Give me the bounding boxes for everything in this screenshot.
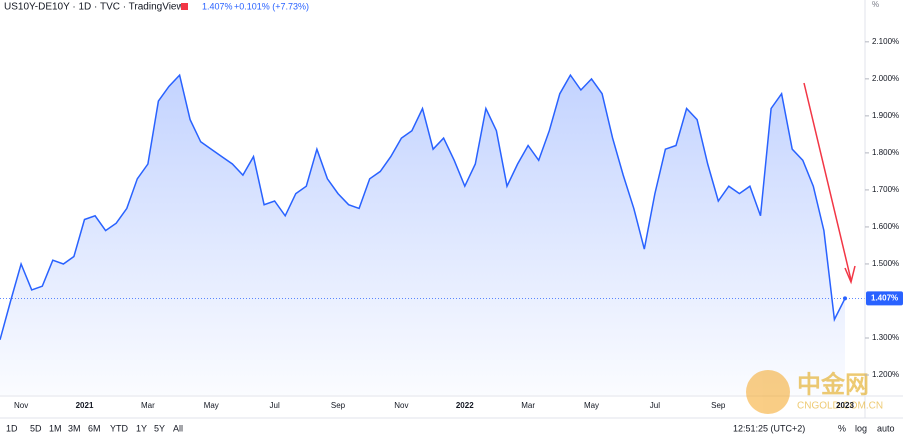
scale-option[interactable]: % xyxy=(838,423,846,433)
watermark-logo xyxy=(746,370,790,414)
last-value: 1.407% xyxy=(202,1,233,11)
x-tick-label: Mar xyxy=(141,401,155,410)
y-tick-label: 2.100% xyxy=(872,37,899,46)
price-tag-label: 1.407% xyxy=(871,293,898,302)
x-tick-label: Sep xyxy=(711,401,726,410)
x-tick-label: Jul xyxy=(270,401,280,410)
arrow-head xyxy=(844,265,856,285)
x-tick-label: Nov xyxy=(394,401,408,410)
last-point xyxy=(843,296,847,301)
y-tick-label: 1.900% xyxy=(872,111,899,120)
clock: 12:51:25 (UTC+2) xyxy=(733,423,805,433)
watermark-cn: 中金网 xyxy=(797,370,869,398)
area-fill xyxy=(0,75,845,395)
price-tag xyxy=(866,291,903,306)
x-tick-label: 2022 xyxy=(456,401,474,410)
x-tick-label: Nov xyxy=(14,401,28,410)
range-button[interactable]: 1D xyxy=(6,423,18,433)
x-tick-label: Jul xyxy=(650,401,660,410)
scale-option[interactable]: auto xyxy=(877,423,895,433)
annotation-arrow xyxy=(803,82,852,281)
symbol-title: US10Y-DE10Y · 1D · TVC · TradingView xyxy=(4,2,184,13)
x-tick-label: 2023 xyxy=(836,401,854,410)
range-button[interactable]: 1M xyxy=(49,423,62,433)
line xyxy=(0,73,846,340)
y-tick-label: 1.300% xyxy=(872,333,899,342)
range-button[interactable]: 5D xyxy=(30,423,42,433)
range-button[interactable]: YTD xyxy=(110,423,129,433)
y-tick-label: 1.800% xyxy=(872,148,899,157)
scale-option[interactable]: log xyxy=(855,423,867,433)
range-button[interactable]: 3M xyxy=(68,423,81,433)
x-tick-label: Sep xyxy=(331,401,346,410)
flag-icon[interactable] xyxy=(181,3,188,10)
y-tick-label: 1.500% xyxy=(872,259,899,268)
range-button[interactable]: 1Y xyxy=(136,423,147,433)
y-tick-label: 1.700% xyxy=(872,185,899,194)
y-tick-label: 1.600% xyxy=(872,222,899,231)
change: +0.101% (+7.73%) xyxy=(234,1,309,11)
range-button[interactable]: 5Y xyxy=(154,423,165,433)
unit-label: % xyxy=(872,0,879,9)
watermark-en: CNGOLD.COM.CN xyxy=(797,401,883,412)
y-tick-label: 2.000% xyxy=(872,74,899,83)
range-button[interactable]: All xyxy=(173,423,183,433)
x-tick-label: May xyxy=(204,401,219,410)
x-tick-label: Mar xyxy=(521,401,535,410)
range-button[interactable]: 6M xyxy=(88,423,101,433)
x-tick-label: May xyxy=(584,401,599,410)
watermark: 中金网 CNGOLD.COM.CN xyxy=(746,370,883,414)
y-tick-label: 1.200% xyxy=(872,370,899,379)
x-tick-label: 2021 xyxy=(76,401,94,410)
